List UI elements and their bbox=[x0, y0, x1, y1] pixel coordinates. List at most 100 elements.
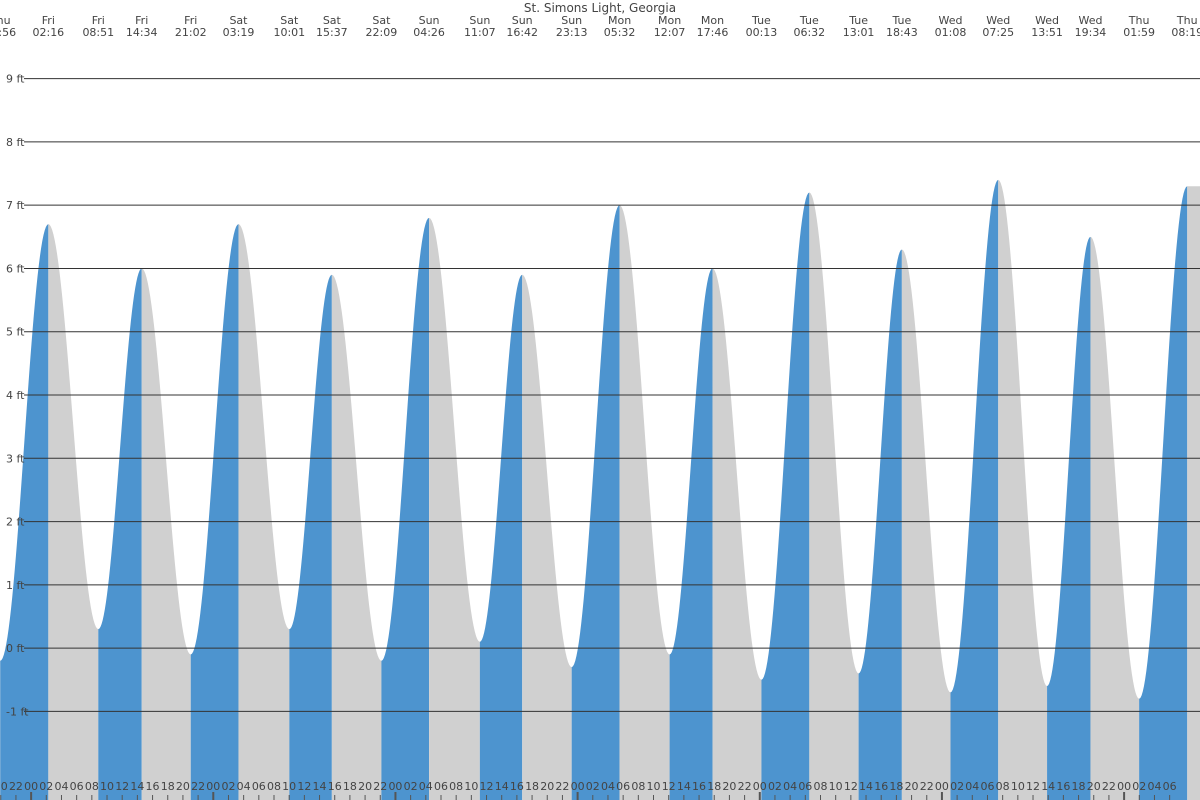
hour-label: 10 bbox=[829, 780, 843, 793]
event-day-label: Fri bbox=[184, 14, 197, 27]
hour-label: 00 bbox=[206, 780, 220, 793]
hour-label: 10 bbox=[1011, 780, 1025, 793]
hour-label: 08 bbox=[449, 780, 463, 793]
event-day-label: Tue bbox=[891, 14, 911, 27]
hour-label: 06 bbox=[434, 780, 448, 793]
hour-label: 04 bbox=[783, 780, 797, 793]
hour-label: 12 bbox=[662, 780, 676, 793]
y-tick-label: 4 ft bbox=[6, 389, 25, 402]
hour-label: 02 bbox=[39, 780, 53, 793]
falling-tide-segment bbox=[522, 274, 572, 800]
event-day-label: Wed bbox=[986, 14, 1010, 27]
rising-tide-segment bbox=[1139, 186, 1188, 800]
hour-label: 08 bbox=[996, 780, 1010, 793]
hour-label: 18 bbox=[707, 780, 721, 793]
hour-label: 06 bbox=[616, 780, 630, 793]
event-time-label: 17:46 bbox=[697, 26, 729, 39]
rising-tide-segment bbox=[381, 217, 430, 800]
hour-label: 06 bbox=[252, 780, 266, 793]
event-day-label: Mon bbox=[701, 14, 724, 27]
hour-label: 14 bbox=[859, 780, 873, 793]
hour-label: 12 bbox=[844, 780, 858, 793]
event-time-label: 19:56 bbox=[0, 26, 16, 39]
hour-label: 20 bbox=[905, 780, 919, 793]
rising-tide-segment bbox=[98, 268, 142, 800]
event-day-label: Sun bbox=[419, 14, 440, 27]
event-time-label: 14:34 bbox=[126, 26, 158, 39]
tide-event-labels: Thu19:56Fri02:16Fri08:51Fri14:34Fri21:02… bbox=[0, 14, 1200, 39]
rising-tide-segment bbox=[0, 224, 49, 800]
y-gridlines bbox=[24, 78, 1200, 712]
event-day-label: Sun bbox=[561, 14, 582, 27]
tide-area bbox=[0, 179, 1200, 800]
hour-label: 16 bbox=[328, 780, 342, 793]
y-tick-label: 6 ft bbox=[6, 262, 25, 275]
hour-label: 02 bbox=[404, 780, 418, 793]
y-tick-label: -1 ft bbox=[6, 705, 29, 718]
event-time-label: 04:26 bbox=[413, 26, 445, 39]
hour-label: 10 bbox=[100, 780, 114, 793]
hour-label: 04 bbox=[965, 780, 979, 793]
hour-label: 06 bbox=[1163, 780, 1177, 793]
hour-label: 00 bbox=[1117, 780, 1131, 793]
event-time-label: 01:08 bbox=[935, 26, 967, 39]
y-tick-label: 7 ft bbox=[6, 199, 25, 212]
event-day-label: Fri bbox=[42, 14, 55, 27]
falling-tide-segment bbox=[429, 217, 480, 800]
event-day-label: Tue bbox=[751, 14, 771, 27]
event-day-label: Fri bbox=[92, 14, 105, 27]
hour-label: 04 bbox=[1147, 780, 1161, 793]
hour-label: 04 bbox=[54, 780, 68, 793]
hour-label: 00 bbox=[753, 780, 767, 793]
hour-label: 20 bbox=[358, 780, 372, 793]
falling-tide-segment bbox=[238, 224, 290, 800]
hour-label: 16 bbox=[874, 780, 888, 793]
rising-tide-segment bbox=[950, 179, 999, 800]
hour-label: 02 bbox=[768, 780, 782, 793]
falling-tide-segment bbox=[141, 268, 191, 800]
event-day-label: Wed bbox=[1078, 14, 1102, 27]
hour-label: 02 bbox=[1132, 780, 1146, 793]
hour-label: 20 bbox=[176, 780, 190, 793]
event-time-label: 21:02 bbox=[175, 26, 207, 39]
event-time-label: 23:13 bbox=[556, 26, 588, 39]
event-time-label: 08:19 bbox=[1171, 26, 1200, 39]
x-axis-hour-labels: 2022000204060810121416182022000204060810… bbox=[0, 780, 1177, 793]
event-time-label: 06:32 bbox=[793, 26, 825, 39]
hour-label: 22 bbox=[1102, 780, 1116, 793]
event-day-label: Sat bbox=[372, 14, 391, 27]
event-day-label: Sun bbox=[512, 14, 533, 27]
falling-tide-segment bbox=[619, 205, 670, 800]
chart-title: St. Simons Light, Georgia bbox=[524, 1, 676, 15]
falling-tide-segment bbox=[1090, 236, 1140, 800]
hour-label: 20 bbox=[1087, 780, 1101, 793]
hour-label: 14 bbox=[1041, 780, 1055, 793]
rising-tide-segment bbox=[669, 268, 713, 800]
hour-label: 18 bbox=[525, 780, 539, 793]
event-time-label: 22:09 bbox=[366, 26, 398, 39]
hour-label: 00 bbox=[24, 780, 38, 793]
event-time-label: 13:01 bbox=[843, 26, 875, 39]
falling-tide-segment bbox=[48, 224, 99, 800]
event-time-label: 13:51 bbox=[1031, 26, 1063, 39]
falling-tide-segment bbox=[1187, 186, 1200, 800]
hour-label: 12 bbox=[297, 780, 311, 793]
hour-label: 12 bbox=[480, 780, 494, 793]
hour-label: 22 bbox=[373, 780, 387, 793]
event-time-label: 02:16 bbox=[32, 26, 64, 39]
hour-label: 08 bbox=[631, 780, 645, 793]
event-time-label: 12:07 bbox=[654, 26, 686, 39]
event-day-label: Tue bbox=[848, 14, 868, 27]
event-day-label: Mon bbox=[658, 14, 681, 27]
hour-label: 02 bbox=[950, 780, 964, 793]
falling-tide-segment bbox=[901, 249, 951, 800]
hour-label: 04 bbox=[237, 780, 251, 793]
falling-tide-segment bbox=[712, 268, 762, 800]
event-time-label: 00:13 bbox=[746, 26, 778, 39]
y-tick-label: 3 ft bbox=[6, 452, 25, 465]
event-day-label: Sun bbox=[469, 14, 490, 27]
event-time-label: 08:51 bbox=[82, 26, 114, 39]
falling-tide-segment bbox=[331, 274, 382, 800]
hour-label: 08 bbox=[813, 780, 827, 793]
